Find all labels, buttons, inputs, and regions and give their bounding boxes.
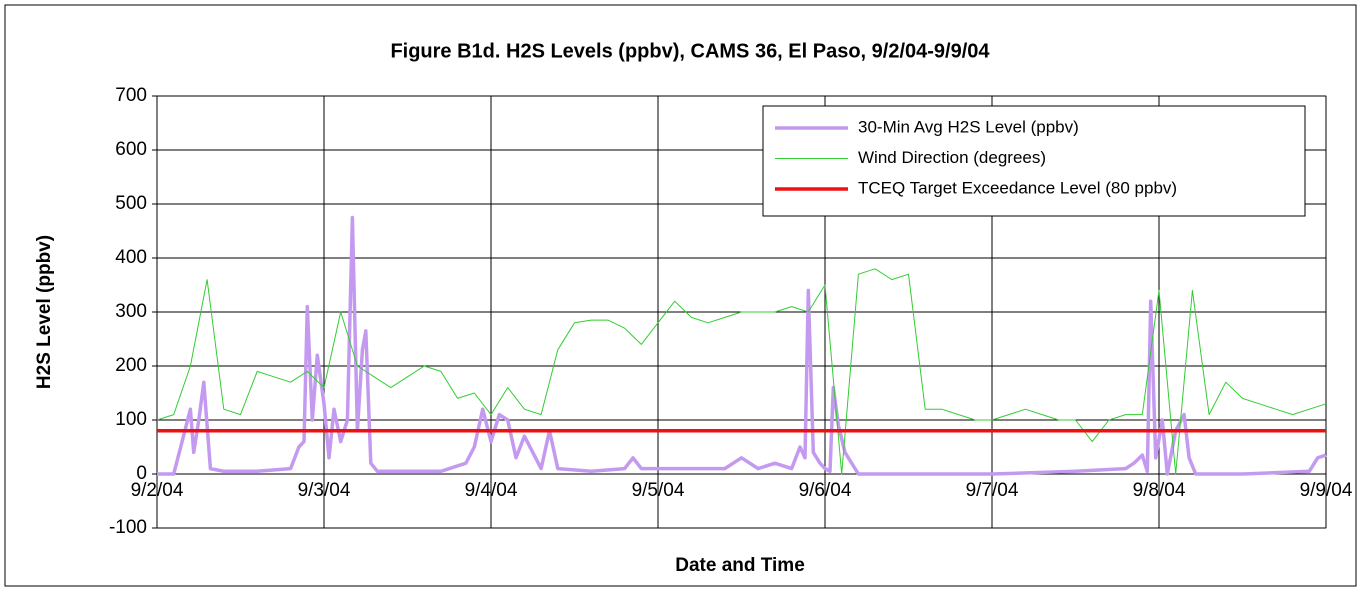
y-tick-label: 400 (115, 247, 147, 268)
y-tick-label: 700 (115, 85, 147, 106)
y-tick-label: 100 (115, 409, 147, 430)
y-tick-label: 300 (115, 301, 147, 322)
legend-label: TCEQ Target Exceedance Level (80 ppbv) (858, 178, 1177, 197)
y-axis-label: H2S Level (ppbv) (34, 235, 55, 389)
y-tick-label: 0 (136, 463, 147, 484)
y-tick-label: -100 (109, 517, 147, 538)
x-tick-label: 9/6/04 (799, 480, 852, 501)
series-line (157, 215, 1327, 476)
x-tick-label: 9/5/04 (632, 480, 685, 501)
x-tick-label: 9/4/04 (465, 480, 518, 501)
legend-label: Wind Direction (degrees) (858, 148, 1046, 167)
x-tick-label: 9/3/04 (298, 480, 351, 501)
legend-label: 30-Min Avg H2S Level (ppbv) (858, 117, 1079, 136)
chart-title: Figure B1d. H2S Levels (ppbv), CAMS 36, … (390, 40, 990, 62)
y-tick-label: 200 (115, 355, 147, 376)
y-tick-label: 600 (115, 139, 147, 160)
series-line (156, 268, 1327, 475)
y-tick-label: 500 (115, 193, 147, 214)
x-tick-label: 9/8/04 (1133, 480, 1186, 501)
legend-box (762, 105, 1306, 217)
x-tick-label: 9/7/04 (966, 480, 1019, 501)
x-tick-label: 9/9/04 (1300, 480, 1353, 501)
x-axis-label: Date and Time (675, 555, 805, 576)
